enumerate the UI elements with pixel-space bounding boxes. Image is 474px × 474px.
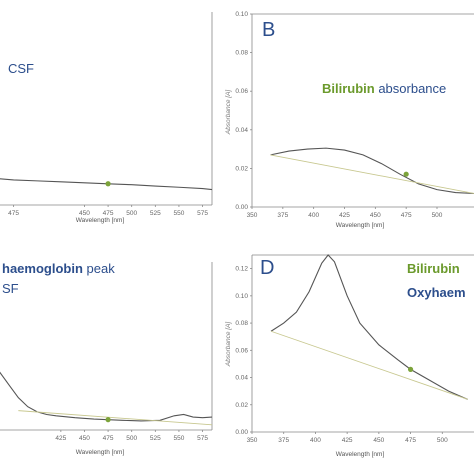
y-tick-label: 0.04 xyxy=(235,127,248,134)
x-axis-label: Wavelength [nm] xyxy=(76,449,125,456)
x-tick-label: 525 xyxy=(150,435,161,442)
x-tick-label: 375 xyxy=(278,437,289,444)
x-tick-label: 400 xyxy=(310,437,321,444)
x-tick-label: 475 xyxy=(103,210,114,217)
panel-d: 350 375 400 425 450 475 500 0.12 0.10 0.08 0.06 0.0… xyxy=(225,254,474,458)
x-tick-label: 425 xyxy=(342,437,353,444)
x-tick-label: 350 xyxy=(247,437,258,444)
baseline-line xyxy=(270,154,474,194)
x-tick-label: 500 xyxy=(437,437,448,444)
x-tick-label: 575 xyxy=(197,435,208,442)
absorbance-curve xyxy=(0,371,213,422)
annotation-text: haemoglobin peak xyxy=(2,261,115,276)
annotation-text: Oxyhaem xyxy=(407,285,466,300)
x-tick-label: 375 xyxy=(277,212,288,219)
x-tick-label: 350 xyxy=(247,212,258,219)
y-tick-label: 0.12 xyxy=(235,266,248,273)
y-tick-label: 0.10 xyxy=(235,11,248,18)
annotation-text: Bilirubin xyxy=(407,261,460,276)
marker-476nm-point xyxy=(407,366,414,372)
marker-476nm-point xyxy=(403,171,409,177)
x-tick-label: 550 xyxy=(174,210,185,217)
panel-c: 425 450 475 500 525 550 575 Wavelength [nm] haem… xyxy=(0,261,213,456)
baseline-line xyxy=(18,410,213,426)
x-tick-label: 475 xyxy=(103,435,114,442)
absorbance-curve xyxy=(270,254,468,400)
marker-476nm-point xyxy=(105,181,111,187)
annotation-span: peak xyxy=(83,261,115,276)
x-tick-label: 475 xyxy=(8,210,19,217)
x-tick-label: 450 xyxy=(79,210,90,217)
y-tick-label: 0.04 xyxy=(235,375,248,382)
panel-a: 475 450 475 500 525 550 575 Wavelength [nm] CSF xyxy=(0,12,213,224)
x-tick-label: 500 xyxy=(126,210,137,217)
x-tick-label: 575 xyxy=(197,210,208,217)
x-tick-label: 450 xyxy=(370,212,381,219)
y-tick-label: 0.06 xyxy=(235,347,248,354)
panel-label: D xyxy=(260,257,274,279)
y-tick-label: 0.08 xyxy=(235,320,248,327)
panel-b: 350 375 400 425 450 475 500 0.10 0.08 0.06 0.04 0.0… xyxy=(225,11,474,229)
annotation-span: Bilirubin xyxy=(322,81,375,96)
x-tick-label: 500 xyxy=(126,435,137,442)
x-tick-label: 475 xyxy=(401,212,412,219)
annotation-span: Oxyhaem xyxy=(407,285,466,300)
y-tick-label: 0.10 xyxy=(235,293,248,300)
y-axis-label: Absorbance [A] xyxy=(225,322,232,368)
x-axis-label: Wavelength [nm] xyxy=(76,217,125,224)
x-tick-label: 400 xyxy=(308,212,319,219)
annotation-text: CSF xyxy=(8,61,34,76)
x-axis-label: Wavelength [nm] xyxy=(336,222,385,229)
y-tick-label: 0.02 xyxy=(235,165,248,172)
annotation-span: haemoglobin xyxy=(2,261,83,276)
x-tick-label: 475 xyxy=(405,437,416,444)
y-tick-label: 0.02 xyxy=(235,402,248,409)
x-tick-label: 425 xyxy=(55,435,66,442)
panel-label: B xyxy=(262,19,275,41)
absorbance-curve xyxy=(270,147,474,195)
y-axis-label: Absorbance [A] xyxy=(225,90,232,136)
x-tick-label: 500 xyxy=(432,212,443,219)
x-tick-label: 550 xyxy=(174,435,185,442)
x-tick-label: 425 xyxy=(339,212,350,219)
y-tick-label: 0.00 xyxy=(235,429,248,436)
annotation-span: Bilirubin xyxy=(407,261,460,276)
y-tick-label: 0.08 xyxy=(235,50,248,57)
x-tick-label: 450 xyxy=(373,437,384,444)
x-tick-label: 525 xyxy=(150,210,161,217)
annotation-text: Bilirubin absorbance xyxy=(322,81,446,96)
y-tick-label: 0.00 xyxy=(235,204,248,211)
annotation-span: absorbance xyxy=(375,81,447,96)
x-tick-label: 450 xyxy=(79,435,90,442)
annotation-span: CSF xyxy=(8,61,34,76)
marker-476nm-point xyxy=(105,417,111,423)
annotation-text: SF xyxy=(2,281,19,296)
x-axis-label: Wavelength [nm] xyxy=(336,451,385,458)
annotation-span: SF xyxy=(2,281,19,296)
y-tick-label: 0.06 xyxy=(235,88,248,95)
baseline-line xyxy=(270,330,468,400)
